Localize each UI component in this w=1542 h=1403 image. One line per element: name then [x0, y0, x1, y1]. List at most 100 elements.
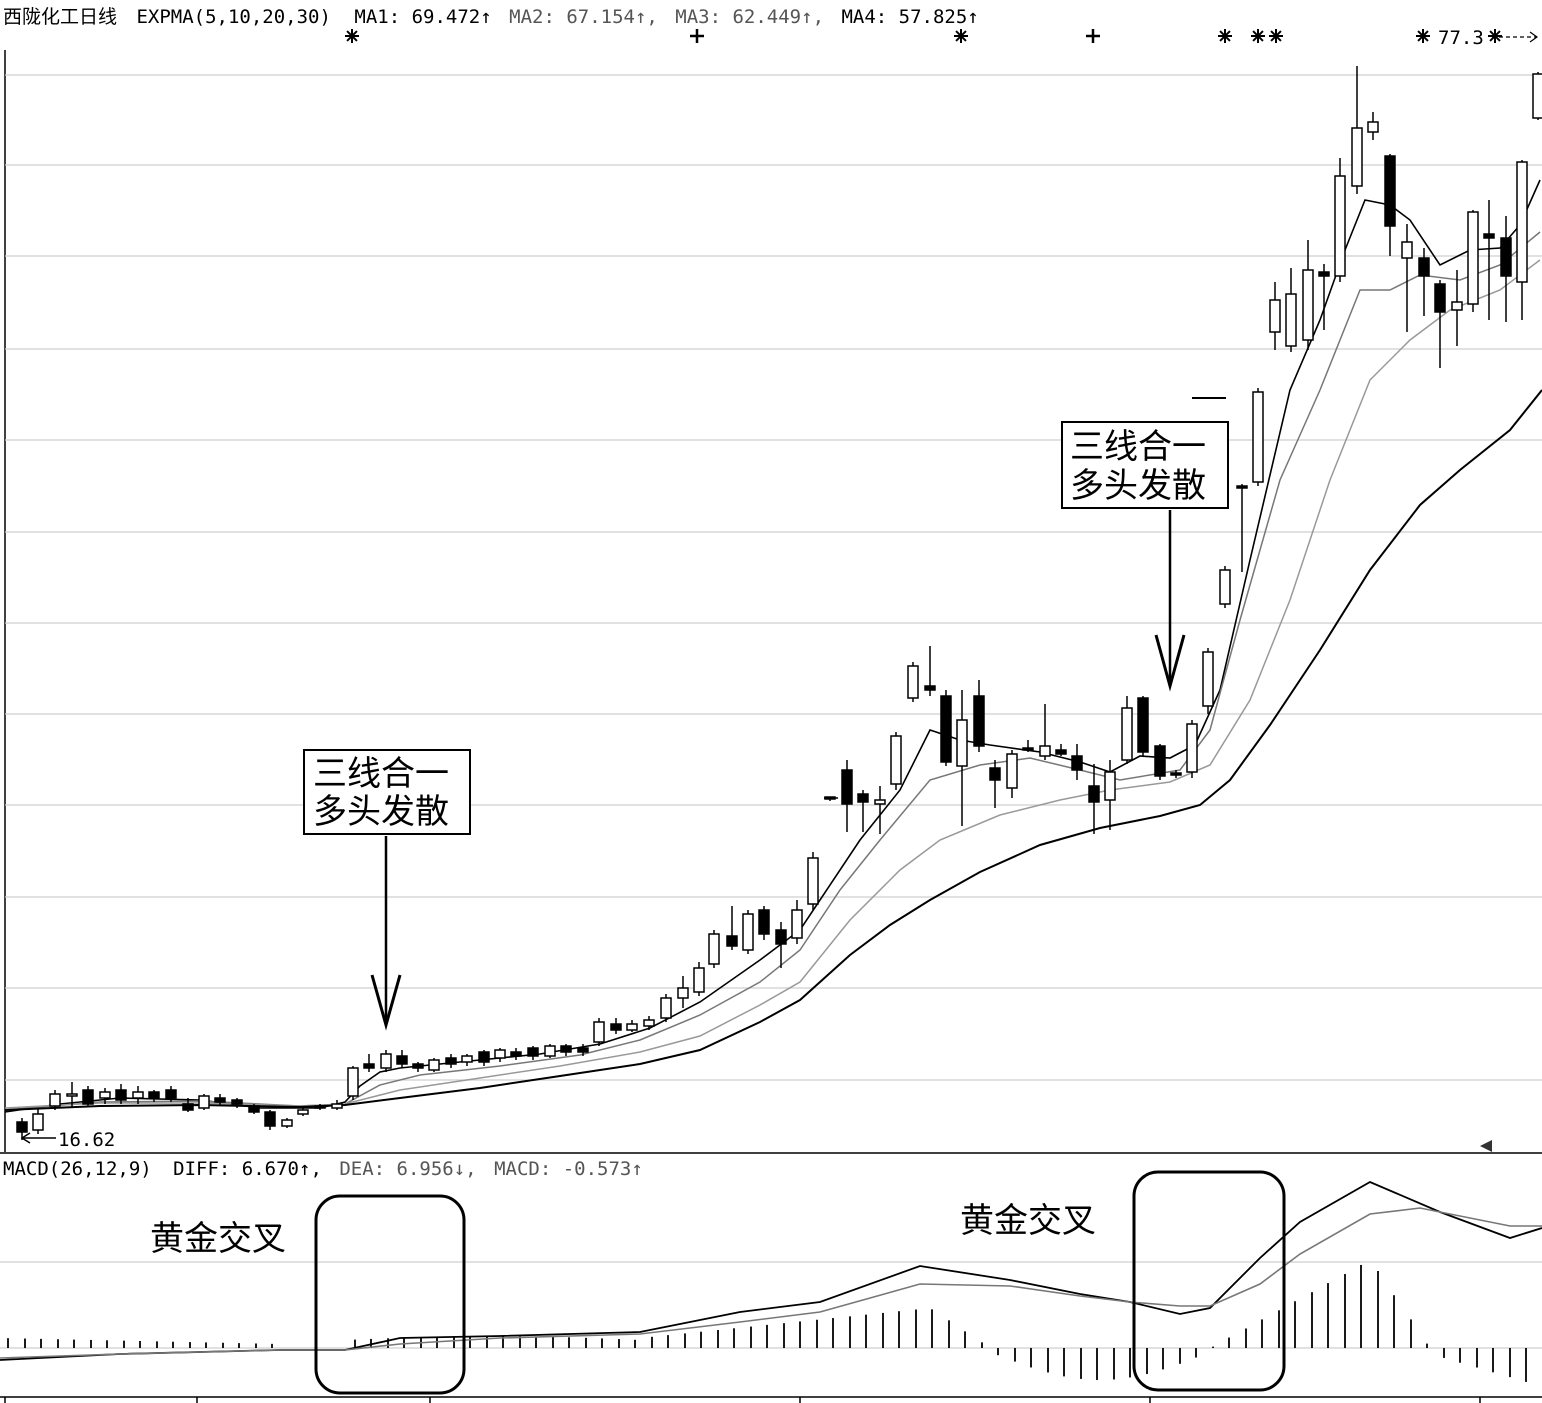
candle-body: [775, 929, 787, 945]
candle-body: [1022, 747, 1034, 751]
candle-body: [132, 1091, 144, 1099]
candlestick: [281, 1118, 293, 1128]
candlestick: [148, 1090, 160, 1102]
candle-body: [989, 767, 1001, 781]
candlestick: [461, 1054, 473, 1066]
candle-body: [264, 1111, 276, 1127]
candle-body: [907, 665, 919, 699]
low-price-label: 16.62: [58, 1129, 115, 1151]
annotation-arrowhead-1: [370, 974, 402, 1031]
candlestick: [890, 732, 902, 790]
candlestick: [1137, 696, 1149, 756]
candle-body: [1202, 651, 1214, 707]
annotation-box-1-line2: 多头发散: [313, 792, 449, 832]
candlestick: [593, 1018, 605, 1046]
candle-body: [758, 909, 770, 935]
candle-body: [1154, 745, 1166, 777]
candle-body: [742, 913, 754, 951]
candlestick: [1318, 264, 1330, 330]
candle-body: [1039, 745, 1051, 757]
candle-body: [924, 685, 936, 691]
candlestick: [1285, 268, 1297, 352]
candle-body: [841, 769, 853, 805]
candlestick: [264, 1110, 276, 1130]
sell-signal-marker: [954, 29, 968, 43]
svg-text:MACD(26,12,9) DIFF: 6.670↑: MACD(26,12,9) DIFF: 6.670↑, DEA: 6.956↓,…: [3, 1158, 643, 1180]
candle-body: [1137, 697, 1149, 753]
svg-text:西陇化工日线 EXPMA(5,10,20,30): 西陇化工日线 EXPMA(5,10,20,30) MA1: 69.472↑ MA…: [3, 6, 979, 28]
candle-body: [347, 1067, 359, 1097]
candlestick: [924, 646, 936, 696]
candlestick: [1071, 744, 1083, 780]
candle-body: [494, 1049, 506, 1059]
candle-body: [281, 1119, 293, 1127]
candle-body: [1351, 127, 1363, 187]
signal-markers: [345, 29, 1502, 43]
marker-stroke: [1252, 30, 1264, 42]
candle-body: [726, 935, 738, 947]
macd-gridlines: [0, 1261, 1542, 1403]
sell-signal-marker: [1218, 29, 1232, 43]
candlestick: [1219, 566, 1231, 608]
candlestick: [643, 1016, 655, 1030]
candlestick: [347, 1066, 359, 1100]
candle-body: [874, 799, 886, 805]
candlestick: [1418, 248, 1430, 316]
diff-value: DIFF: 6.670↑,: [173, 1158, 322, 1180]
candle-body: [297, 1109, 309, 1115]
candle-body: [643, 1019, 655, 1027]
candle-body: [1434, 283, 1446, 313]
ema-line-3: [4, 259, 1541, 1109]
candlestick: [1451, 270, 1463, 346]
marker-stroke: [1270, 30, 1282, 42]
candlestick: [660, 994, 672, 1022]
candlestick: [1236, 484, 1248, 572]
marker-stroke: [955, 30, 967, 42]
candlestick: [132, 1086, 144, 1104]
candle-body: [940, 695, 952, 763]
candlestick: [841, 760, 853, 832]
macd-histogram: [7, 1264, 1527, 1382]
candle-body: [478, 1051, 490, 1063]
candle-body: [693, 967, 705, 993]
candle-body: [1367, 121, 1379, 133]
sell-signal-marker: [1269, 29, 1283, 43]
golden-cross-box-1: [314, 1194, 466, 1395]
candlestick: [940, 690, 952, 766]
high-price-arrowhead: [1529, 31, 1539, 43]
candle-body: [1186, 723, 1198, 773]
candle-body: [890, 735, 902, 785]
candle-body: [16, 1121, 28, 1133]
macd-value: MACD: -0.573↑: [494, 1158, 643, 1180]
candle-body: [708, 933, 720, 965]
candle-body: [1088, 785, 1100, 803]
candlestick: [331, 1100, 343, 1110]
candlestick: [115, 1084, 127, 1104]
candle-body: [412, 1063, 424, 1069]
candle-body: [1170, 772, 1182, 776]
sell-signal-marker: [345, 29, 359, 43]
candlestick: [857, 790, 869, 832]
candle-body: [527, 1047, 539, 1057]
candlestick: [1367, 112, 1379, 140]
ma4-value: MA4: 57.825↑: [841, 6, 978, 28]
candlestick: [182, 1098, 194, 1112]
candle-body: [1269, 299, 1281, 333]
candlestick: [626, 1020, 638, 1032]
candlestick: [1269, 282, 1281, 350]
marker-stroke: [1219, 30, 1231, 42]
candle-body: [857, 793, 869, 803]
candlestick: [907, 662, 919, 702]
candlestick: [1384, 154, 1396, 256]
candlestick: [708, 930, 720, 968]
candle-body: [32, 1113, 44, 1131]
candle-body: [510, 1051, 522, 1057]
candlestick: [1434, 280, 1446, 368]
buy-signal-marker: [1086, 29, 1100, 43]
candle-body: [807, 857, 819, 905]
candlestick: [478, 1050, 490, 1066]
candlestick: [248, 1104, 260, 1114]
candle-body: [1055, 749, 1067, 755]
candle-body: [314, 1105, 326, 1109]
candle-body: [626, 1023, 638, 1031]
